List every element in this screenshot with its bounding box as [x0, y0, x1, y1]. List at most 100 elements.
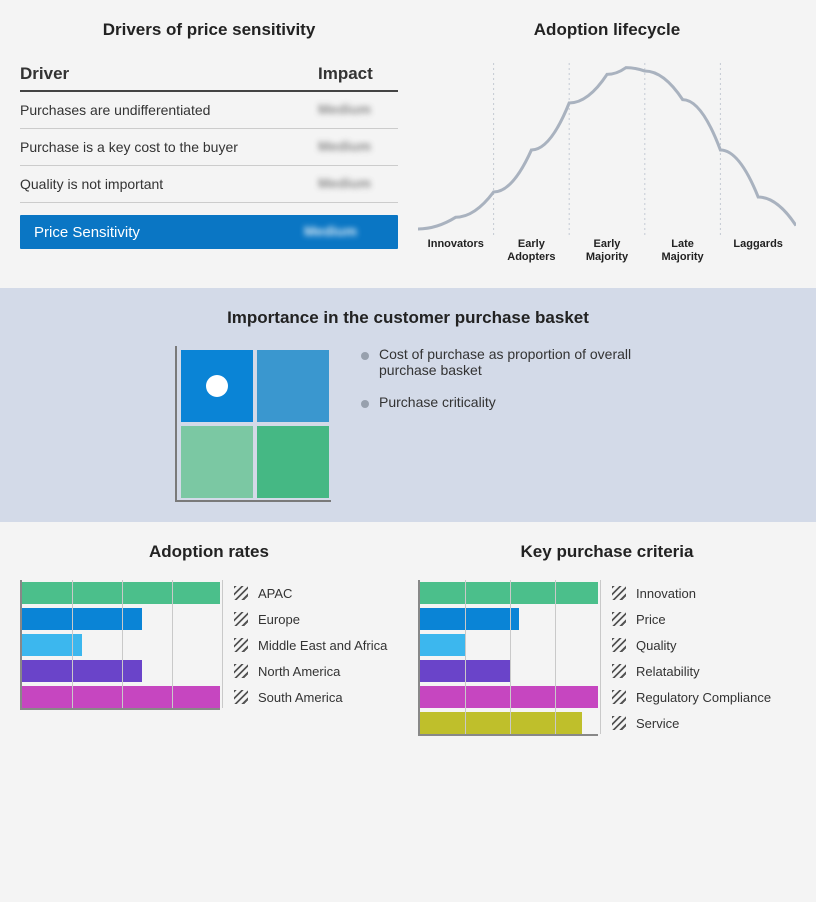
bar-legend-item: Service	[612, 710, 796, 736]
drivers-summary-label: Price Sensitivity	[34, 224, 304, 241]
drivers-summary-row: Price Sensitivity Medium	[20, 215, 398, 249]
drivers-col-driver: Driver	[20, 64, 318, 84]
importance-dot	[206, 375, 228, 397]
bar	[420, 712, 582, 734]
bar-legend-label: South America	[258, 690, 343, 705]
drivers-row: Quality is not importantMedium	[20, 166, 398, 203]
drivers-summary-impact: Medium	[304, 223, 357, 239]
bar	[22, 634, 82, 656]
bar-legend-item: Quality	[612, 632, 796, 658]
top-row: Drivers of price sensitivity Driver Impa…	[0, 0, 816, 288]
purchase-criteria-title: Key purchase criteria	[418, 542, 796, 562]
quadrant-bl	[181, 426, 253, 498]
adoption-rates-title: Adoption rates	[20, 542, 398, 562]
bar	[22, 608, 142, 630]
importance-panel: Importance in the customer purchase bask…	[0, 288, 816, 522]
drivers-title: Drivers of price sensitivity	[20, 20, 398, 40]
importance-legend-text: Purchase criticality	[379, 394, 496, 410]
lifecycle-svg	[418, 58, 796, 238]
hatch-icon	[612, 690, 626, 704]
bar-row	[22, 684, 220, 710]
hatch-icon	[234, 638, 248, 652]
drivers-table: Driver Impact Purchases are undifferenti…	[20, 58, 398, 249]
hatch-icon	[612, 638, 626, 652]
bar-row	[22, 658, 220, 684]
hatch-icon	[234, 586, 248, 600]
bar-row	[420, 580, 598, 606]
lifecycle-panel: Adoption lifecycle InnovatorsEarlyAdopte…	[418, 20, 796, 278]
hatch-icon	[234, 690, 248, 704]
importance-legend-item: Cost of purchase as proportion of overal…	[361, 346, 641, 378]
bar-legend-item: Relatability	[612, 658, 796, 684]
bar-legend-item: Europe	[234, 606, 398, 632]
bar-legend-label: Relatability	[636, 664, 700, 679]
bar-legend-label: North America	[258, 664, 340, 679]
purchase-criteria-legend: Innovation Price Quality Relatability Regula…	[612, 580, 796, 736]
bar-legend-label: APAC	[258, 586, 292, 601]
drivers-cell-driver: Purchases are undifferentiated	[20, 102, 318, 118]
bar	[420, 582, 598, 604]
drivers-panel: Drivers of price sensitivity Driver Impa…	[20, 20, 398, 278]
quadrant-br	[257, 426, 329, 498]
importance-legend: Cost of purchase as proportion of overal…	[361, 346, 641, 426]
hatch-icon	[612, 586, 626, 600]
bar-legend-label: Service	[636, 716, 679, 731]
bar	[22, 686, 220, 708]
bar	[420, 608, 519, 630]
bar-row	[22, 632, 220, 658]
bar	[22, 582, 220, 604]
bar-row	[420, 710, 598, 736]
importance-quadrant	[175, 346, 331, 502]
hatch-icon	[612, 664, 626, 678]
hatch-icon	[612, 612, 626, 626]
lifecycle-segment-label: EarlyMajority	[569, 238, 645, 263]
bar-legend-label: Middle East and Africa	[258, 638, 387, 653]
importance-title: Importance in the customer purchase bask…	[20, 308, 796, 328]
drivers-cell-impact: Medium	[318, 138, 371, 154]
bar	[420, 634, 465, 656]
bullet-icon	[361, 400, 369, 408]
bar-legend-label: Price	[636, 612, 666, 627]
hatch-icon	[234, 612, 248, 626]
bar-row	[420, 632, 598, 658]
lifecycle-segment-label: Laggards	[720, 238, 796, 263]
lifecycle-labels: InnovatorsEarlyAdoptersEarlyMajorityLate…	[418, 238, 796, 263]
hatch-icon	[612, 716, 626, 730]
bar-legend-label: Europe	[258, 612, 300, 627]
bar-legend-label: Quality	[636, 638, 676, 653]
bullet-icon	[361, 352, 369, 360]
bar-row	[420, 658, 598, 684]
bottom-row: Adoption rates APAC Europe Middle East and…	[0, 522, 816, 756]
bar-legend-item: Price	[612, 606, 796, 632]
lifecycle-segment-label: LateMajority	[645, 238, 721, 263]
bar-legend-item: North America	[234, 658, 398, 684]
adoption-rates-panel: Adoption rates APAC Europe Middle East and…	[20, 542, 398, 736]
hatch-icon	[234, 664, 248, 678]
adoption-rates-plot	[20, 580, 220, 710]
bar-row	[420, 684, 598, 710]
lifecycle-segment-label: Innovators	[418, 238, 494, 263]
bar-legend-label: Regulatory Compliance	[636, 690, 771, 705]
lifecycle-curve	[418, 68, 796, 229]
bar-legend-label: Innovation	[636, 586, 696, 601]
quadrant-tr	[257, 350, 329, 422]
drivers-cell-driver: Purchase is a key cost to the buyer	[20, 139, 318, 155]
bar-legend-item: Middle East and Africa	[234, 632, 398, 658]
importance-legend-text: Cost of purchase as proportion of overal…	[379, 346, 641, 378]
drivers-cell-impact: Medium	[318, 175, 371, 191]
drivers-header: Driver Impact	[20, 58, 398, 92]
adoption-rates-legend: APAC Europe Middle East and Africa North Am…	[234, 580, 398, 710]
bar-legend-item: South America	[234, 684, 398, 710]
purchase-criteria-panel: Key purchase criteria Innovation Price Qua…	[418, 542, 796, 736]
bar-row	[22, 606, 220, 632]
bar	[420, 686, 598, 708]
drivers-row: Purchase is a key cost to the buyerMediu…	[20, 129, 398, 166]
drivers-col-impact: Impact	[318, 64, 398, 84]
bar-legend-item: Regulatory Compliance	[612, 684, 796, 710]
drivers-row: Purchases are undifferentiatedMedium	[20, 92, 398, 129]
purchase-criteria-plot	[418, 580, 598, 736]
lifecycle-segment-label: EarlyAdopters	[494, 238, 570, 263]
drivers-cell-driver: Quality is not important	[20, 176, 318, 192]
bar-row	[420, 606, 598, 632]
lifecycle-chart: InnovatorsEarlyAdoptersEarlyMajorityLate…	[418, 58, 796, 278]
